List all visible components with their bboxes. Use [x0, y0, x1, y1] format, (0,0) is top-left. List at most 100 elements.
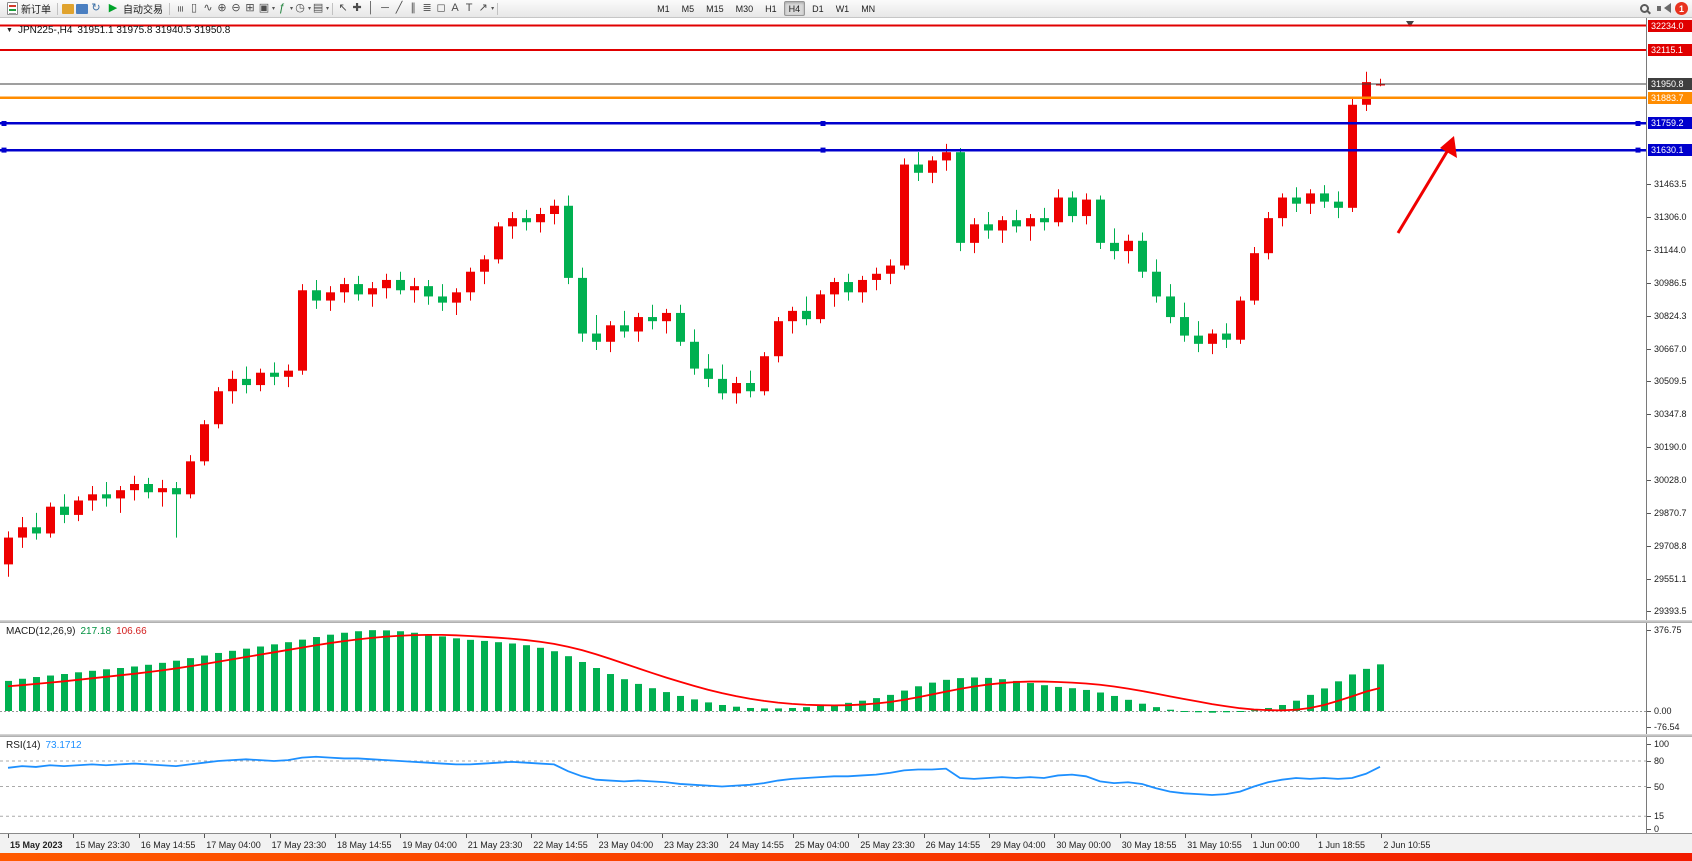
- dropdown-caret-icon: ▾: [272, 6, 276, 12]
- candle-body: [130, 483, 139, 491]
- templates-icon[interactable]: ▤: [312, 2, 324, 14]
- price-tick-label: 31306.0: [1654, 211, 1687, 222]
- price-tick-label: 29551.1: [1654, 573, 1687, 584]
- new-order-button[interactable]: 新订单: [4, 1, 54, 17]
- time-tick-label: 30 May 18:55: [1121, 840, 1177, 850]
- candle-body: [732, 383, 741, 394]
- macd-label: MACD(12,26,9) 217.18 106.66: [6, 626, 147, 637]
- time-tick-mark: [1250, 834, 1252, 838]
- auto-trading-button[interactable]: ▶ 自动交易: [103, 1, 166, 17]
- timeframe-h1[interactable]: H1: [765, 3, 777, 14]
- line-handle[interactable]: [1635, 120, 1641, 126]
- fibonacci-icon[interactable]: ≣: [422, 2, 432, 14]
- candle-body: [900, 164, 909, 266]
- candle-body: [1334, 201, 1343, 208]
- tile-windows-icon[interactable]: ⊞: [245, 2, 255, 14]
- candle-body: [564, 205, 573, 278]
- vertical-line-icon[interactable]: │: [367, 2, 375, 14]
- time-tick-label: 24 May 14:55: [729, 840, 784, 850]
- macd-panel[interactable]: MACD(12,26,9) 217.18 106.66: [0, 623, 1646, 734]
- notifications-speaker-icon[interactable]: [1657, 3, 1671, 14]
- charts-folder-icon: [62, 3, 74, 14]
- cursor-icon[interactable]: ↖: [338, 2, 348, 14]
- timeframe-m5[interactable]: M5: [681, 3, 695, 14]
- time-tick-label: 22 May 14:55: [533, 840, 588, 850]
- rsi-panel[interactable]: RSI(14) 73.1712: [0, 737, 1646, 833]
- chart-shift-marker-icon[interactable]: [1406, 21, 1414, 27]
- trendline-icon[interactable]: ╱: [395, 2, 403, 14]
- line-handle[interactable]: [1, 147, 7, 153]
- line-chart-icon[interactable]: ∿: [203, 2, 213, 14]
- time-tick-mark: [662, 834, 663, 838]
- candle-body: [1124, 240, 1133, 252]
- indicators-icon[interactable]: ƒ: [278, 2, 286, 14]
- profile-icon[interactable]: [75, 2, 89, 16]
- panel-splitter[interactable]: [0, 620, 1692, 623]
- trend-arrow[interactable]: [1396, 136, 1457, 234]
- candle-body: [1376, 83, 1385, 86]
- chart-tools-group: ≡ ▯ ∿ ⊕ ⊖ ⊞ ▣ ▾ ƒ ▾ ◷ ▾ ▤ ▾: [173, 2, 330, 16]
- macd-canvas[interactable]: [0, 623, 1646, 734]
- candle-body: [88, 494, 97, 501]
- line-handle[interactable]: [820, 120, 826, 126]
- new-chart-icon[interactable]: ▣: [258, 2, 270, 14]
- zoom-in-icon[interactable]: ⊕: [217, 2, 227, 14]
- new-order-icon: [7, 2, 18, 15]
- zoom-out-icon[interactable]: ⊖: [231, 2, 241, 14]
- panel-splitter[interactable]: [0, 734, 1692, 737]
- line-handle[interactable]: [1635, 147, 1641, 153]
- equidistant-channel-icon[interactable]: ∥: [410, 2, 416, 14]
- one-click-collapse-icon[interactable]: ▼: [6, 27, 13, 34]
- time-tick-mark: [335, 834, 336, 838]
- charts-folder-icon[interactable]: [61, 2, 75, 16]
- time-tick-mark: [727, 834, 729, 838]
- candle-body: [606, 325, 615, 342]
- macd-tick-label: -76.54: [1654, 722, 1680, 733]
- shapes-icon[interactable]: ◻: [436, 2, 446, 14]
- price-tick-label: 31463.5: [1654, 179, 1687, 190]
- timeframe-w1[interactable]: W1: [835, 3, 850, 14]
- label-icon[interactable]: T: [465, 2, 473, 14]
- time-tick-mark: [792, 834, 794, 838]
- candle-body: [466, 271, 475, 293]
- timeframe-m15[interactable]: M15: [706, 3, 724, 14]
- rsi-tick-label: 100: [1654, 739, 1670, 749]
- timeframe-mn[interactable]: MN: [861, 3, 876, 14]
- candle-body: [1040, 218, 1049, 223]
- candle-body: [592, 333, 601, 342]
- timeframe-toolbar: M1 M5 M15 M30 H1 H4 D1 W1 MN: [651, 1, 881, 16]
- arrow-tool-icon[interactable]: ↗: [478, 2, 488, 14]
- notification-badge[interactable]: 1: [1675, 2, 1688, 15]
- rsi-name: RSI(14): [6, 740, 41, 751]
- price-chart-panel[interactable]: ▼ JPN225-,H4 31951.1 31975.8 31940.5 319…: [0, 18, 1646, 620]
- timeframe-h4[interactable]: H4: [783, 1, 806, 16]
- time-axis[interactable]: 15 May 2023 15 May 23:30 16 May 14:55 17 Ma…: [0, 833, 1692, 853]
- timeframe-m30[interactable]: M30: [735, 3, 754, 14]
- line-handle[interactable]: [1, 120, 7, 126]
- horizontal-line-icon[interactable]: ─: [381, 2, 389, 14]
- rsi-tick-mark: [1647, 829, 1651, 830]
- text-icon[interactable]: A: [451, 2, 459, 14]
- macd-tick-label: 376.75: [1654, 624, 1682, 635]
- candle-body: [1138, 240, 1147, 272]
- price-level-label: 32115.1: [1648, 44, 1692, 57]
- dropdown-caret-icon: ▾: [326, 6, 330, 12]
- refresh-icon[interactable]: ↻: [91, 2, 101, 14]
- candle-body: [998, 220, 1007, 231]
- time-tick-label: 18 May 14:55: [337, 840, 392, 850]
- bar-chart-icon[interactable]: ≡: [174, 5, 187, 12]
- price-axis[interactable]: 32234.0 32115.1 31950.8 31883.7 31759.2 31630…: [1646, 18, 1692, 834]
- line-handle[interactable]: [820, 147, 826, 153]
- price-chart-canvas[interactable]: [0, 18, 1646, 620]
- periods-icon[interactable]: ◷: [295, 2, 305, 14]
- crosshair-icon[interactable]: ✚: [352, 2, 362, 14]
- candle-body: [1082, 199, 1091, 217]
- timeframe-d1[interactable]: D1: [812, 3, 824, 14]
- candlestick-chart-icon[interactable]: ▯: [190, 2, 198, 14]
- search-icon[interactable]: [1640, 4, 1649, 13]
- price-level-label: 32234.0: [1648, 19, 1692, 32]
- time-tick-label: 19 May 04:00: [402, 840, 457, 850]
- timeframe-m1[interactable]: M1: [657, 3, 670, 14]
- profile-icon: [76, 3, 88, 14]
- rsi-canvas[interactable]: [0, 737, 1646, 833]
